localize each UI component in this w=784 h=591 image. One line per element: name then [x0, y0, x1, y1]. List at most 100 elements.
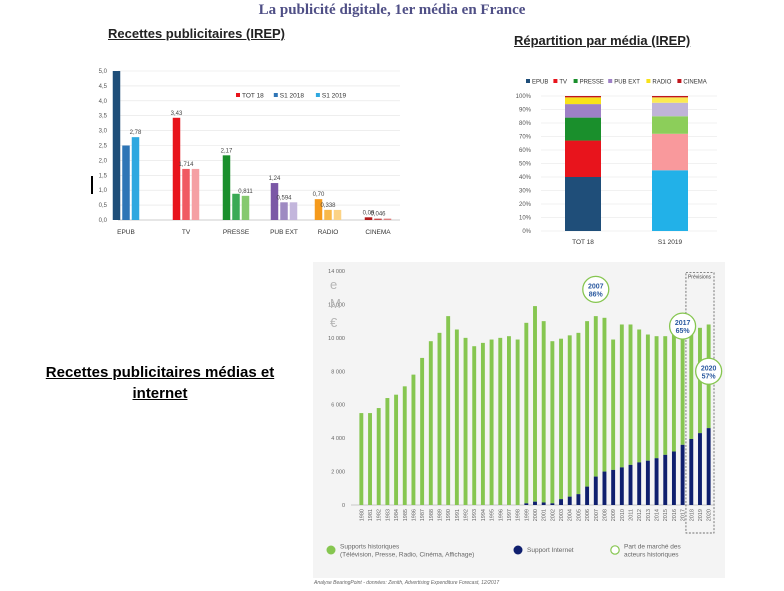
chart2-title: Répartition par média (IREP) — [514, 33, 691, 48]
bar-internet — [611, 469, 616, 505]
bar-historical — [619, 324, 624, 468]
bar-historical — [585, 321, 590, 487]
bar-internet — [559, 499, 564, 505]
x-tick-label: 1982 — [377, 509, 383, 521]
bar-internet — [619, 467, 624, 505]
legend-swatch — [326, 545, 336, 555]
segment-epub — [652, 170, 688, 231]
segment-radio — [565, 97, 601, 105]
x-tick-label: 1984 — [394, 509, 400, 521]
y-tick-label: 2,0 — [99, 158, 108, 164]
bar-s1-2019 — [289, 202, 298, 220]
y-tick-label: 14 000 — [328, 269, 345, 275]
legend-label: PRESSE — [580, 80, 604, 86]
data-label: 2,78 — [130, 130, 142, 136]
chart3-title: Recettes publicitaires médias et interne… — [45, 364, 275, 402]
data-label: 0,811 — [238, 189, 253, 195]
bar-historical — [680, 326, 685, 445]
x-tick-label: 1997 — [507, 509, 513, 521]
bar-historical — [628, 324, 633, 465]
legend-swatch — [236, 93, 240, 97]
y-tick-label: 2,5 — [99, 144, 108, 150]
data-label: 0,09 — [363, 210, 375, 216]
x-tick-label: 2005 — [576, 509, 582, 521]
x-tick-label: 1989 — [437, 509, 443, 521]
y-tick-label: 90% — [519, 108, 532, 114]
bar-internet — [689, 438, 694, 505]
y-tick-label: 0,0 — [99, 218, 108, 224]
bar-historical — [437, 332, 442, 505]
bar-historical — [533, 306, 537, 502]
legend-label: Support Internet — [527, 547, 574, 554]
x-tick-label: 2015 — [663, 509, 669, 521]
x-tick-label: 2014 — [655, 509, 661, 521]
bar-internet — [706, 428, 711, 505]
bar-s1-2019 — [241, 195, 250, 220]
bar-internet — [628, 464, 633, 505]
legend-swatch — [526, 79, 530, 83]
x-tick-label: 1992 — [464, 509, 470, 521]
bar-historical — [602, 317, 607, 472]
data-label: 2,17 — [221, 148, 233, 154]
x-tick-label: 2001 — [542, 509, 548, 521]
bar-s1-2019 — [191, 168, 200, 220]
y-tick-label: 80% — [519, 121, 532, 127]
bar-internet — [585, 486, 590, 505]
x-tick-label: 1983 — [385, 509, 391, 521]
y-tick-label: 0,5 — [99, 203, 108, 209]
data-label: 0,594 — [276, 195, 292, 201]
forecast-label: Prévisions — [688, 275, 712, 281]
x-tick-label: PUB EXT — [270, 229, 298, 236]
x-tick-label: 2010 — [620, 509, 626, 521]
bar-internet — [567, 496, 572, 505]
bar-historical — [368, 413, 372, 505]
y-tick-label: 0% — [522, 229, 531, 235]
bar-historical — [463, 337, 468, 505]
segment-tv — [565, 140, 601, 177]
bar-historical — [550, 341, 555, 504]
bar-tot-18 — [270, 183, 279, 220]
x-tick-label: 1987 — [420, 509, 426, 521]
bar-internet — [637, 462, 642, 505]
bar-internet — [533, 501, 537, 505]
bar-tot-18 — [364, 217, 373, 220]
legend-label: EPUB — [532, 80, 548, 86]
data-label: 1,714 — [178, 162, 194, 168]
segment-tv — [652, 133, 688, 171]
bar-historical — [671, 332, 676, 452]
segment-cinema — [565, 96, 601, 98]
bar-internet — [524, 503, 529, 505]
segment-pub-ext — [652, 102, 688, 117]
x-tick-label: 1995 — [490, 509, 496, 521]
bar-historical — [385, 398, 390, 505]
x-tick-label: CINEMA — [365, 229, 391, 236]
bar-historical — [559, 338, 564, 500]
x-tick-label: 2004 — [568, 509, 574, 521]
x-tick-label: 2018 — [689, 509, 695, 521]
x-tick-label: 1985 — [403, 509, 409, 521]
bar-historical — [506, 336, 511, 505]
bar-historical — [689, 327, 694, 439]
x-tick-label: 2019 — [698, 509, 704, 521]
y-tick-label: 40% — [519, 175, 532, 181]
x-tick-label: 2006 — [585, 509, 591, 521]
y-tick-label: 4 000 — [331, 436, 345, 442]
legend-swatch — [610, 545, 620, 555]
bar-s1-2019 — [383, 218, 392, 220]
axis-fragment-letter: e — [330, 277, 337, 292]
y-tick-label: 10% — [519, 216, 532, 222]
bar-historical — [524, 322, 529, 504]
bar-historical — [446, 316, 451, 505]
legend-swatch — [677, 79, 682, 83]
bar-internet — [680, 444, 685, 505]
bar-s1-2018 — [122, 145, 130, 220]
bar-tot-18 — [222, 155, 231, 220]
x-tick-label: S1 2019 — [658, 239, 683, 246]
page-title: La publicité digitale, 1er média en Fran… — [258, 2, 526, 18]
legend-label: Supports historiques — [340, 544, 400, 551]
bar-s1-2018 — [374, 218, 382, 220]
bar-internet — [602, 471, 607, 505]
axis-fragment-letter: M — [330, 296, 341, 311]
legend-swatch — [553, 79, 558, 83]
x-tick-label: 2002 — [550, 509, 556, 521]
